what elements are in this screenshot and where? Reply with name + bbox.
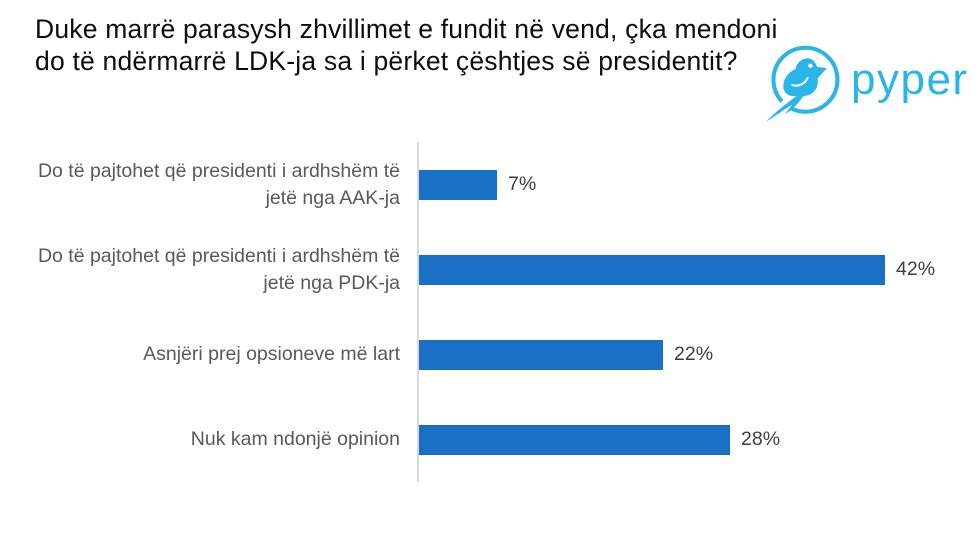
chart-question-title: Duke marrë parasysh zhvillimet e fundit …	[35, 14, 778, 77]
value-label: 7%	[508, 173, 537, 195]
category-label: Nuk kam ndonjë opinion	[190, 428, 400, 451]
bar	[419, 424, 730, 455]
value-label: 42%	[896, 258, 936, 280]
category-label: Do të pajtohet që presidenti i ardhshëm …	[37, 244, 400, 294]
bar-track: 22%	[417, 312, 960, 397]
chart-row: Do të pajtohet që presidenti i ardhshëm …	[20, 227, 960, 312]
chart-row: Nuk kam ndonjë opinion 28%	[20, 397, 960, 482]
chart-row: Do të pajtohet që presidenti i ardhshëm …	[20, 142, 960, 227]
category-label: Do të pajtohet që presidenti i ardhshëm …	[37, 159, 400, 209]
category-label: Asnjëri prej opsioneve më lart	[143, 343, 400, 366]
bird-icon	[766, 45, 840, 124]
value-label: 22%	[674, 343, 714, 365]
pyper-logo: pyper	[762, 42, 969, 124]
bar-track: 42%	[417, 227, 960, 312]
chart-rows: Do të pajtohet që presidenti i ardhshëm …	[20, 142, 960, 482]
bar	[419, 339, 663, 370]
bar-chart: Do të pajtohet që presidenti i ardhshëm …	[20, 142, 960, 482]
bar	[419, 169, 497, 200]
bar	[419, 254, 885, 285]
logo-wordmark: pyper	[851, 55, 969, 104]
bar-track: 28%	[417, 397, 960, 482]
bar-track: 7%	[417, 142, 960, 227]
chart-row: Asnjëri prej opsioneve më lart 22%	[20, 312, 960, 397]
value-label: 28%	[741, 428, 781, 450]
